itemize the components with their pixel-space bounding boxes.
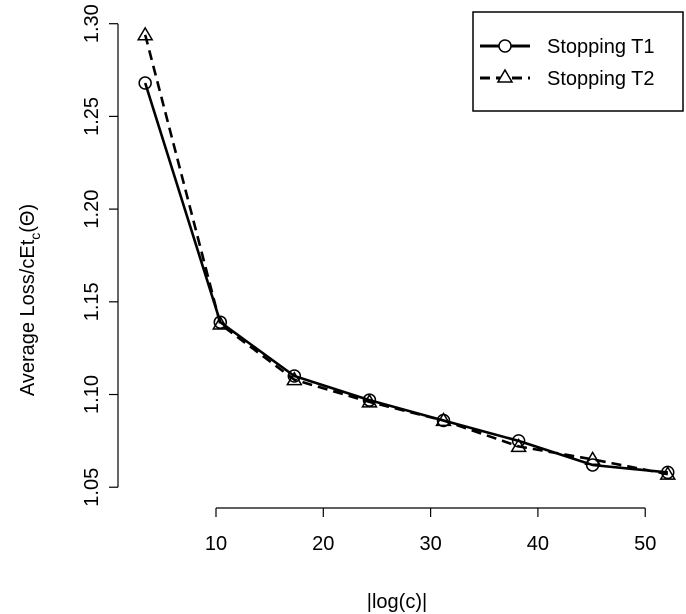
legend-marker-triangle-icon: [496, 68, 514, 83]
legend: Stopping T1 Stopping T2: [472, 11, 684, 112]
data-point-circle: [138, 76, 152, 90]
data-point-triangle: [659, 465, 677, 480]
data-point-triangle: [361, 393, 378, 408]
x-tick-label: 50: [634, 533, 656, 555]
y-tick-label: 1.30: [81, 4, 103, 43]
y-tick-label: 1.10: [81, 375, 103, 414]
y-axis-title: Average Loss/cEtc(Θ): [17, 204, 43, 396]
legend-label-t1: Stopping T1: [547, 36, 655, 58]
plot-area: [136, 26, 677, 480]
x-tick-label: 30: [419, 533, 441, 555]
y-tick-label: 1.15: [81, 282, 103, 321]
data-point-triangle: [136, 26, 154, 41]
x-axis-title: |log(c)|: [367, 591, 427, 613]
series-line-2: [143, 34, 669, 476]
data-point-triangle: [286, 371, 303, 386]
x-tick-label: 10: [205, 533, 227, 555]
x-tick-label: 40: [527, 533, 549, 555]
legend-label-t2: Stopping T2: [547, 68, 655, 90]
y-tick-label: 1.05: [81, 468, 103, 507]
data-point-triangle: [584, 450, 601, 466]
legend-box: [472, 11, 684, 112]
y-axis-title-suffix: (Θ): [17, 204, 39, 233]
y-axis-title-subscript: c: [27, 233, 43, 240]
data-point-triangle: [510, 437, 527, 453]
legend-marker-circle-icon: [498, 39, 512, 53]
data-point-triangle: [211, 315, 229, 330]
y-axis-title-main: Average Loss/cEt: [17, 239, 39, 396]
y-tick-label: 1.20: [81, 190, 103, 229]
y-tick-label: 1.25: [81, 97, 103, 136]
x-tick-label: 20: [312, 533, 334, 555]
data-point-triangle: [435, 411, 452, 427]
axes: 10 20 30 40 50 1.05 1.10 1.15 1.20 1.25 1.30: [81, 4, 656, 555]
series-line-1: [143, 82, 668, 474]
